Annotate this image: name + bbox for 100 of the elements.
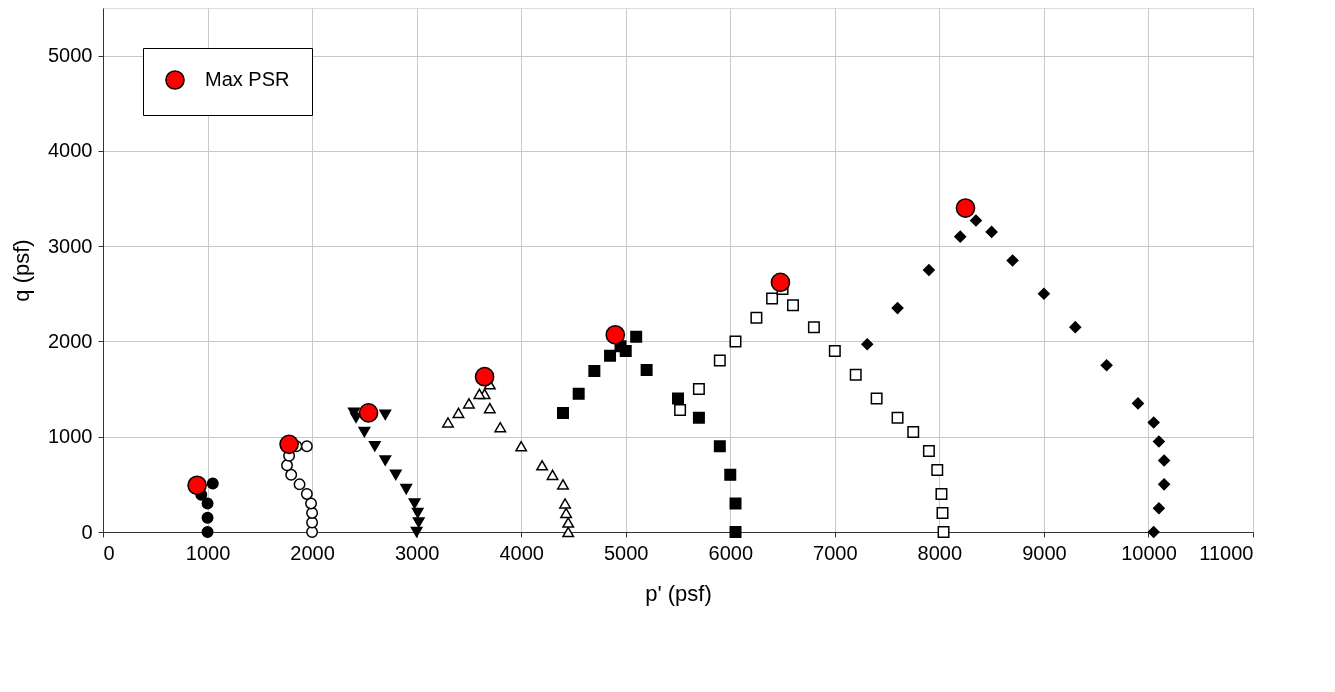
point: [619, 344, 632, 357]
point: [201, 526, 214, 538]
x-tick-label: 4000: [499, 541, 544, 564]
point: [559, 498, 572, 509]
x-tick-label: 8000: [917, 541, 963, 564]
point: [562, 517, 575, 528]
point: [766, 292, 779, 305]
point: [300, 487, 313, 500]
point: [306, 526, 319, 538]
point: [828, 344, 841, 357]
point: [630, 330, 643, 343]
point: [729, 497, 742, 510]
point: [389, 469, 402, 481]
point: [849, 368, 862, 381]
point: [724, 468, 737, 481]
point: [410, 526, 423, 538]
point: [411, 507, 424, 519]
point: [713, 440, 726, 453]
point: [285, 468, 298, 481]
point: [870, 392, 883, 405]
point: [379, 409, 392, 421]
x-tick-label: 0: [103, 541, 115, 564]
point: [907, 425, 920, 438]
x-tick-label: 6000: [708, 541, 754, 564]
point: [187, 475, 207, 496]
point: [936, 506, 949, 519]
point: [729, 526, 742, 538]
point: [1152, 502, 1165, 515]
y-tick-label: 3000: [48, 234, 93, 257]
point: [572, 387, 585, 400]
point: [1132, 397, 1144, 410]
point: [891, 302, 904, 315]
point: [807, 321, 820, 334]
point: [400, 483, 413, 495]
point: [985, 225, 998, 238]
point: [358, 426, 371, 438]
x-tick-label: 3000: [394, 541, 440, 564]
point: [293, 478, 306, 491]
point: [452, 407, 465, 419]
legend-label: Max PSR: [205, 68, 290, 90]
point: [1069, 321, 1082, 334]
point: [515, 440, 528, 452]
point: [922, 445, 935, 458]
x-tick-label: 10000: [1121, 541, 1177, 564]
point: [969, 214, 982, 227]
point: [640, 364, 653, 377]
point: [281, 459, 293, 472]
point: [729, 335, 742, 348]
point: [672, 392, 684, 405]
point: [954, 230, 967, 243]
point: [473, 388, 486, 400]
x-tick-label: 11000: [1199, 541, 1254, 564]
point: [358, 403, 379, 423]
point: [557, 406, 569, 419]
point: [1158, 478, 1171, 491]
y-axis-title: q (psf): [9, 239, 35, 302]
point: [557, 479, 569, 490]
y-tick-label: 5000: [48, 44, 93, 67]
point: [1147, 526, 1160, 538]
point: [770, 272, 791, 293]
point: [1158, 454, 1171, 467]
point: [674, 404, 687, 417]
point: [483, 402, 496, 414]
point: [787, 299, 799, 312]
y-tick-label: 1000: [48, 425, 93, 448]
point: [937, 526, 950, 538]
x-axis-title: p' (psf): [645, 580, 712, 606]
x-tick-label: 9000: [1022, 541, 1067, 564]
point: [562, 526, 575, 538]
point: [891, 411, 904, 424]
point: [305, 497, 318, 510]
point: [536, 460, 549, 471]
point: [955, 198, 976, 218]
point: [750, 311, 763, 324]
point: [206, 477, 219, 490]
point: [300, 440, 313, 453]
point: [474, 366, 495, 387]
point: [588, 365, 601, 377]
point: [861, 338, 874, 351]
point: [605, 324, 626, 345]
point: [279, 434, 299, 455]
point: [922, 264, 935, 276]
point: [560, 507, 573, 519]
point: [201, 511, 214, 524]
x-tick-label: 7000: [813, 541, 858, 564]
point: [692, 383, 705, 396]
point: [379, 455, 392, 466]
point: [1152, 435, 1165, 448]
y-tick-label: 0: [81, 520, 93, 543]
x-tick-label: 2000: [290, 541, 335, 564]
point: [1037, 287, 1050, 300]
point: [604, 349, 617, 362]
y-tick-label: 4000: [48, 139, 93, 162]
point: [692, 411, 705, 424]
point: [442, 417, 454, 428]
point: [412, 517, 425, 528]
point: [546, 469, 559, 481]
point: [935, 487, 948, 500]
point: [1100, 359, 1113, 372]
point: [408, 498, 421, 509]
